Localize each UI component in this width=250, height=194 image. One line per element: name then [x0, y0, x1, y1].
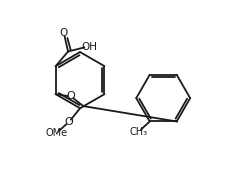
- Text: CH₃: CH₃: [130, 127, 148, 137]
- Text: OMe: OMe: [46, 128, 68, 138]
- Text: O: O: [60, 28, 68, 38]
- Text: O: O: [66, 91, 75, 101]
- Text: OH: OH: [81, 42, 97, 52]
- Text: O: O: [64, 117, 73, 127]
